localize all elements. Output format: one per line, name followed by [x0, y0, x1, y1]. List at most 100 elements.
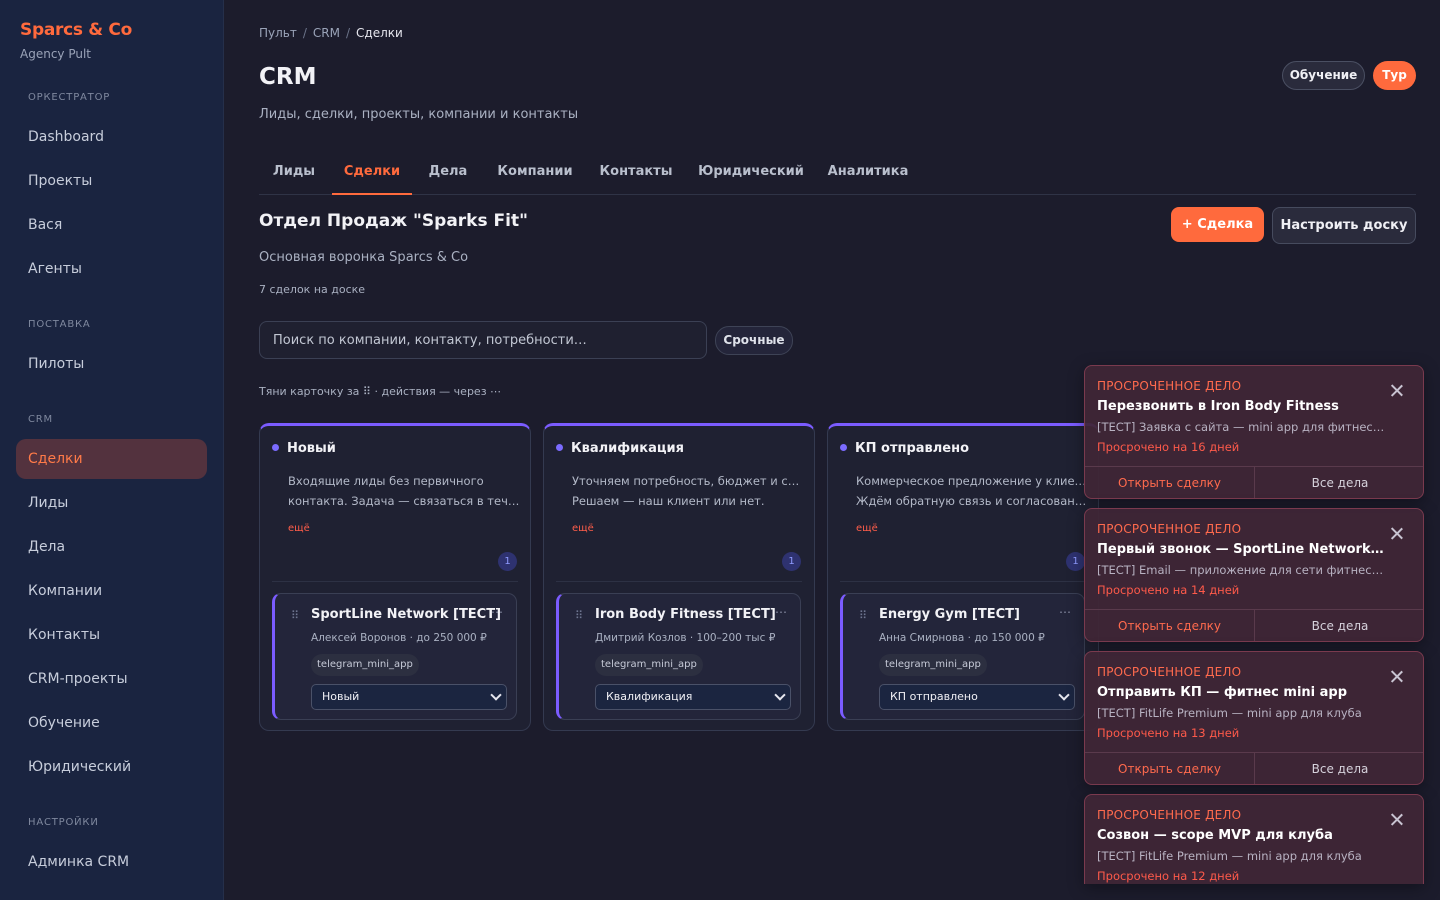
stage-select-value: Квалификация: [606, 690, 693, 703]
toast-description: [TECT] Заявка с сайта — mini app для фит…: [1097, 420, 1387, 434]
drag-handle-icon[interactable]: ⠿: [575, 609, 583, 622]
breadcrumb-item-crm[interactable]: CRM: [312, 26, 340, 40]
breadcrumb-item-pult[interactable]: Пульт: [259, 26, 297, 40]
column-more-link[interactable]: ещё: [288, 523, 310, 534]
learning-button[interactable]: Обучение: [1282, 61, 1365, 90]
deal-title[interactable]: Energy Gym [TECT]: [879, 607, 1020, 622]
column-header: Новый: [272, 441, 336, 456]
tab-legal[interactable]: Юридический: [698, 164, 804, 179]
close-icon[interactable]: [1389, 526, 1405, 542]
toast-kicker: ПРОСРОЧЕННОЕ ДЕЛО: [1097, 379, 1242, 393]
deal-meta: Алексей Воронов · до 250 000 ₽: [311, 632, 487, 644]
all-tasks-button[interactable]: Все дела: [1311, 762, 1369, 776]
drag-handle-icon[interactable]: ⠿: [291, 609, 299, 622]
toast-kicker: ПРОСРОЧЕННОЕ ДЕЛО: [1097, 665, 1242, 679]
close-icon[interactable]: [1389, 669, 1405, 685]
sidebar-item-leads[interactable]: Лиды: [28, 495, 69, 511]
brand-subtitle: Agency Pult: [20, 47, 91, 61]
stage-select-value: Новый: [322, 690, 360, 703]
toast-description: [TECT] FitLife Premium — mini app для кл…: [1097, 849, 1362, 863]
toast-overdue: Просрочено на 12 дней: [1097, 869, 1240, 883]
tab-companies[interactable]: Компании: [497, 164, 573, 179]
column-title: Квалификация: [571, 441, 684, 456]
sidebar-item-agents[interactable]: Агенты: [28, 261, 82, 277]
sidebar-item-contacts[interactable]: Контакты: [28, 627, 101, 643]
add-deal-button[interactable]: + Сделка: [1171, 207, 1264, 242]
breadcrumb-separator: /: [302, 26, 307, 40]
drag-handle-icon[interactable]: ⠿: [859, 609, 867, 622]
deal-tag: telegram_mini_app: [879, 654, 987, 676]
open-deal-button[interactable]: Открыть сделку: [1085, 753, 1255, 784]
overdue-toast: ПРОСРОЧЕННОЕ ДЕЛО Отправить КП — фитнес …: [1084, 651, 1424, 785]
more-icon[interactable]: ⋯: [775, 605, 787, 619]
board-deal-count: 7 сделок на доске: [259, 283, 366, 296]
open-deal-button[interactable]: Открыть сделку: [1085, 610, 1255, 641]
tour-button[interactable]: Тур: [1373, 61, 1416, 90]
sidebar-item-pilots[interactable]: Пилоты: [28, 356, 85, 372]
sidebar-item-crm-projects[interactable]: CRM-проекты: [28, 671, 128, 687]
toast-title: Созвон — scope MVP для клуба: [1097, 828, 1333, 843]
tab-deals[interactable]: Сделки: [332, 152, 412, 195]
sidebar-item-deals[interactable]: Сделки: [16, 439, 207, 479]
page-title: CRM: [259, 64, 317, 90]
close-icon[interactable]: [1389, 383, 1405, 399]
tab-contacts[interactable]: Контакты: [599, 164, 673, 179]
deal-title[interactable]: Iron Body Fitness [TECT]: [595, 607, 776, 622]
column-description-line: Ждём обратную связь и согласование…: [856, 494, 1088, 508]
chevron-down-icon: [1058, 689, 1070, 701]
pipeline-column-new: Новый Входящие лиды без первичного конта…: [259, 423, 531, 731]
column-description: Коммерческое предложение у клиента. Ждём…: [856, 471, 1088, 511]
all-tasks-button[interactable]: Все дела: [1311, 476, 1369, 490]
deal-card[interactable]: ⠿ Energy Gym [TECT] ⋯ Анна Смирнова · до…: [840, 593, 1085, 720]
brand-logo[interactable]: Sparcs & Co: [20, 20, 132, 40]
column-description-line: Уточняем потребность, бюджет и сроки.: [572, 474, 804, 488]
column-divider: [272, 581, 518, 582]
sidebar-item-projects[interactable]: Проекты: [28, 173, 93, 189]
configure-board-button[interactable]: Настроить доску: [1272, 207, 1416, 244]
deal-card[interactable]: ⠿ Iron Body Fitness [TECT] ⋯ Дмитрий Коз…: [556, 593, 801, 720]
urgent-filter-button[interactable]: Срочные: [715, 326, 793, 355]
column-title: Новый: [287, 441, 336, 456]
tab-analytics[interactable]: Аналитика: [827, 164, 909, 179]
open-deal-button[interactable]: Открыть сделку: [1085, 467, 1255, 498]
deal-tag: telegram_mini_app: [595, 654, 703, 676]
breadcrumb-item-current: Сделки: [356, 26, 403, 40]
sidebar-item-dashboard[interactable]: Dashboard: [28, 129, 104, 145]
column-more-link[interactable]: ещё: [856, 523, 878, 534]
toast-kicker: ПРОСРОЧЕННОЕ ДЕЛО: [1097, 522, 1242, 536]
sidebar-item-crm-admin[interactable]: Админка CRM: [28, 854, 130, 870]
close-icon[interactable]: [1389, 812, 1405, 828]
deal-card[interactable]: ⠿ SportLine Network [TECT] ⋯ Алексей Вор…: [272, 593, 517, 720]
chevron-down-icon: [490, 689, 502, 701]
all-tasks-button[interactable]: Все дела: [1311, 619, 1369, 633]
stage-select[interactable]: КП отправлено: [879, 684, 1075, 710]
deal-meta: Анна Смирнова · до 150 000 ₽: [879, 632, 1045, 644]
stage-select[interactable]: Новый: [311, 684, 507, 710]
sidebar-item-legal[interactable]: Юридический: [28, 759, 132, 775]
crm-tabs: Лиды Сделки Дела Компании Контакты Юриди…: [259, 152, 1416, 195]
column-header: КП отправлено: [840, 441, 969, 456]
nav-section-orchestrator: ОРКЕСТРАТОР: [28, 92, 111, 103]
deal-title[interactable]: SportLine Network [TECT]: [311, 607, 502, 622]
toast-actions: Открыть сделку Все дела: [1085, 609, 1423, 641]
search-input[interactable]: [259, 321, 707, 359]
column-description-line: Коммерческое предложение у клиента.: [856, 474, 1088, 488]
overdue-toast: ПРОСРОЧЕННОЕ ДЕЛО Перезвонить в Iron Bod…: [1084, 365, 1424, 499]
stage-select[interactable]: Квалификация: [595, 684, 791, 710]
tab-leads[interactable]: Лиды: [272, 164, 316, 179]
sidebar-item-learning[interactable]: Обучение: [28, 715, 100, 731]
tab-tasks[interactable]: Дела: [428, 164, 468, 179]
toast-kicker: ПРОСРОЧЕННОЕ ДЕЛО: [1097, 808, 1242, 822]
column-description-line: контакта. Задача — связаться в течение…: [288, 494, 520, 508]
sidebar-item-companies[interactable]: Компании: [28, 583, 103, 599]
column-more-link[interactable]: ещё: [572, 523, 594, 534]
more-icon[interactable]: ⋯: [491, 605, 503, 619]
nav-section-delivery: ПОСТАВКА: [28, 319, 91, 330]
breadcrumb-separator: /: [345, 26, 351, 40]
sidebar-item-vasya[interactable]: Вася: [28, 217, 63, 233]
page-subtitle: Лиды, сделки, проекты, компании и контак…: [259, 107, 579, 122]
sidebar-item-tasks[interactable]: Дела: [28, 539, 66, 555]
more-icon[interactable]: ⋯: [1059, 605, 1071, 619]
column-title: КП отправлено: [855, 441, 970, 456]
column-count-badge: 1: [498, 552, 517, 571]
